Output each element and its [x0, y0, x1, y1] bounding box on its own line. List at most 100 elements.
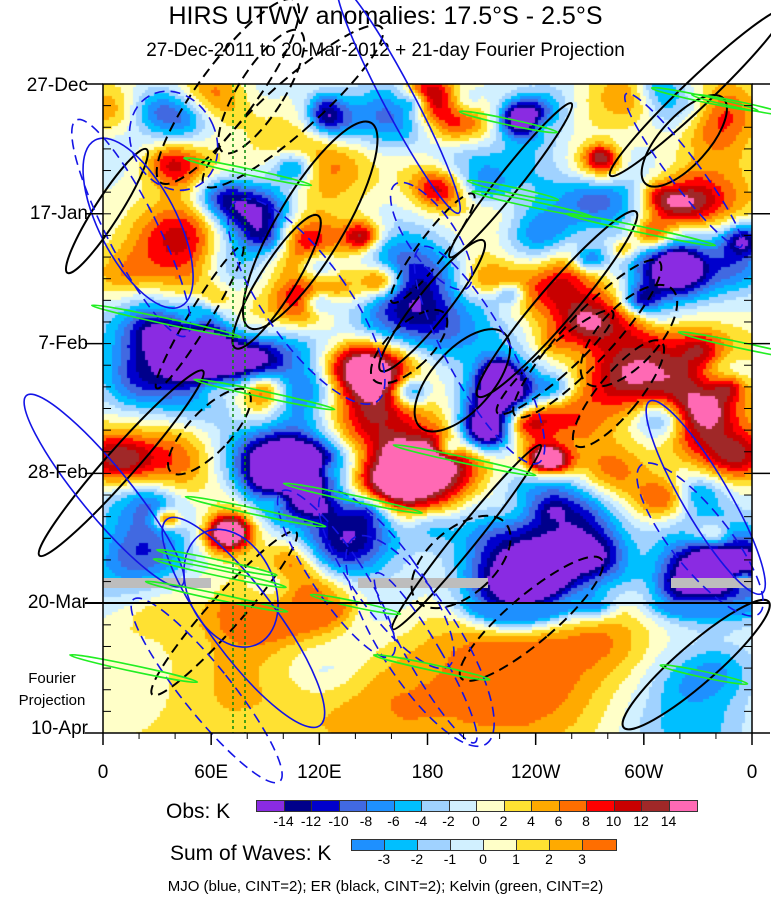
mjo-contour: [276, 489, 397, 659]
waves-colorbar: [351, 839, 617, 851]
mjo-contour: [183, 528, 279, 648]
y-tick-label: 28-Feb: [27, 462, 88, 484]
colorbar-tick-label: 10: [605, 813, 622, 829]
mjo-contour: [128, 90, 219, 192]
kelvin-contour: [309, 593, 402, 616]
mjo-contour: [413, 245, 546, 465]
mjo-contour: [373, 571, 478, 744]
er-contour: [378, 238, 487, 373]
er-contour: [410, 514, 512, 610]
kelvin-contour: [68, 653, 199, 684]
kelvin-contour: [458, 110, 559, 134]
colorbar-tick-label: -2: [410, 851, 424, 867]
kelvin-contour: [282, 482, 423, 515]
missing-data-bar: [671, 578, 752, 588]
colorbar-tick-label: 3: [578, 851, 586, 867]
kelvin-contour: [144, 580, 289, 613]
kelvin-contour: [466, 179, 560, 202]
er-contour: [621, 598, 771, 731]
colorbar-tick-label: 14: [660, 813, 677, 829]
colorbar-tick-label: 6: [554, 813, 563, 829]
colorbar-tick-label: 12: [633, 813, 649, 829]
y-tick-label: 10-Apr: [30, 718, 88, 739]
mjo-contour: [227, 197, 386, 405]
er-contour: [390, 443, 543, 631]
er-contour: [389, 192, 476, 304]
kelvin-contour: [372, 653, 491, 681]
kelvin-contour: [184, 495, 327, 528]
x-tick-label: 120W: [510, 762, 561, 783]
fourier-projection-label: Fourier Projection: [18, 670, 86, 709]
colorbar-tick-label: -4: [414, 813, 428, 829]
er-contour: [512, 258, 663, 419]
colorbar-tick-label: 8: [582, 813, 590, 829]
x-tick-label: 60W: [624, 762, 664, 783]
er-contour: [369, 308, 449, 385]
colorbar-swatch: [367, 801, 395, 811]
colorbar-tick-label: -14: [273, 813, 294, 829]
er-contour: [154, 244, 245, 390]
y-tick-label: 20-Mar: [27, 592, 88, 614]
colorbar-swatch: [312, 801, 340, 811]
wave-legend: MJO (blue, CINT=2); ER (black, CINT=2); …: [167, 878, 604, 895]
kelvin-contour: [659, 664, 749, 686]
colorbar-swatch: [418, 840, 451, 850]
mjo-contour: [645, 399, 767, 596]
er-contour: [155, 0, 301, 186]
kelvin-contour: [155, 548, 278, 577]
mjo-contour: [345, 534, 495, 748]
plot-area: [23, 0, 771, 784]
colorbar-swatch: [532, 801, 560, 811]
er-contour: [37, 369, 205, 558]
x-tick-label: 180: [411, 762, 444, 783]
er-contour: [495, 309, 615, 416]
er-contour: [150, 530, 299, 697]
mjo-contour: [623, 92, 744, 249]
colorbar-swatch: [642, 801, 670, 811]
er-contour: [448, 102, 574, 259]
mjo-contour: [389, 181, 473, 291]
chart-subtitle: 27-Dec-2011 to 20-Mar-2012 + 21-day Four…: [146, 40, 625, 61]
colorbar-swatch: [614, 801, 642, 811]
er-contour: [579, 283, 679, 388]
x-tick-label: 120E: [297, 762, 342, 783]
waves-colorbar-label: Sum of Waves: K: [170, 842, 332, 865]
er-contour: [167, 387, 252, 476]
kelvin-contour: [392, 444, 537, 477]
colorbar-tick-label: 1: [512, 851, 520, 867]
mjo-contour: [636, 462, 764, 617]
er-contour: [231, 213, 322, 350]
er-contour: [241, 120, 379, 331]
colorbar-swatch: [339, 801, 367, 811]
colorbar-tick-label: -8: [359, 813, 373, 829]
er-contour: [475, 210, 639, 399]
mjo-contour: [130, 597, 283, 784]
obs-colorbar: [256, 800, 698, 812]
kelvin-contour: [90, 304, 242, 339]
colorbar-tick-label: -2: [442, 813, 455, 829]
colorbar-swatch: [669, 801, 697, 811]
colorbar-swatch: [451, 840, 484, 850]
colorbar-tick-label: -6: [387, 813, 400, 829]
colorbar-swatch: [550, 840, 583, 850]
colorbar-swatch: [385, 840, 418, 850]
missing-data-bar: [358, 578, 488, 588]
y-tick-label: 7-Feb: [38, 332, 88, 354]
colorbar-swatch: [352, 840, 385, 850]
colorbar-swatch: [257, 801, 285, 811]
anomaly-field: [103, 84, 752, 733]
er-contour: [458, 555, 605, 682]
mjo-contour: [317, 489, 455, 670]
mjo-contour: [23, 393, 185, 588]
er-contour: [201, 24, 385, 189]
kelvin-contour: [182, 157, 313, 187]
kelvin-contour: [650, 86, 759, 112]
colorbar-tick-label: -10: [328, 813, 349, 829]
colorbar-swatch: [583, 840, 616, 850]
colorbar-tick-label: 0: [472, 813, 480, 829]
colorbar-swatch: [559, 801, 587, 811]
kelvin-contour: [193, 378, 336, 411]
mjo-contour: [161, 516, 326, 729]
kelvin-contour: [471, 190, 594, 219]
